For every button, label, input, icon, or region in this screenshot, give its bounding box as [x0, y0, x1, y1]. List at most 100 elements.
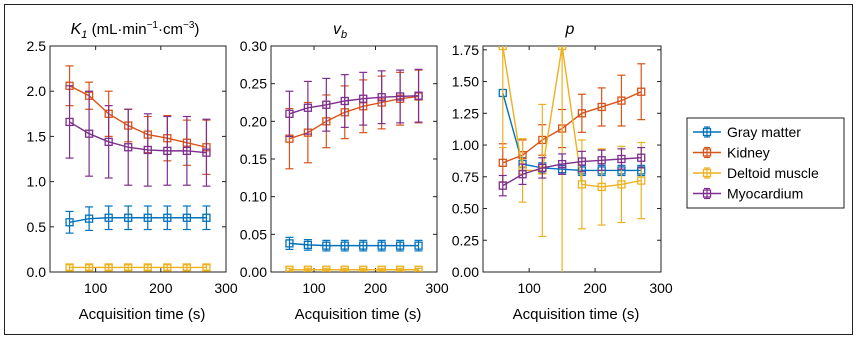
- data-point: [124, 143, 133, 152]
- data-point: [637, 87, 646, 96]
- series-myocardium: [285, 68, 423, 137]
- data-point: [163, 146, 172, 156]
- data-point: [377, 93, 386, 102]
- data-point: [538, 163, 547, 173]
- legend-entry: Kidney: [693, 145, 770, 161]
- data-point: [65, 218, 74, 227]
- x-tick-label: 100: [84, 280, 108, 296]
- data-point: [617, 154, 626, 164]
- data-point: [104, 137, 113, 146]
- legend-entry: Gray matter: [693, 124, 801, 140]
- data-point: [359, 94, 368, 103]
- y-tick-label: 0.25: [452, 232, 479, 248]
- legend-marker: [702, 189, 712, 198]
- plot-area: [498, 46, 646, 272]
- y-tick-label: 1.50: [452, 74, 479, 90]
- data-point: [597, 182, 606, 192]
- x-tick-label: 200: [583, 280, 607, 296]
- data-point: [124, 213, 133, 222]
- x-axis-label: Acquisition time (s): [79, 306, 206, 323]
- data-point: [518, 170, 527, 179]
- y-tick-label: 1.25: [452, 105, 479, 121]
- y-tick-label: 1.00: [452, 137, 479, 153]
- series-myocardium: [498, 146, 646, 197]
- data-point: [359, 265, 368, 272]
- legend-marker: [702, 168, 712, 178]
- data-point: [285, 109, 294, 118]
- x-tick-label: 300: [425, 280, 449, 296]
- series-kidney: [65, 65, 211, 175]
- data-point: [143, 263, 152, 272]
- legend-label: Kidney: [727, 145, 770, 161]
- data-point: [377, 241, 386, 250]
- data-point: [577, 109, 587, 118]
- data-point: [84, 263, 94, 272]
- y-tick-label: 0.75: [452, 169, 479, 185]
- data-point: [104, 263, 113, 272]
- series-deltoid-muscle: [498, 46, 646, 272]
- data-point: [163, 263, 172, 272]
- y-tick-label: 0.20: [240, 113, 267, 129]
- data-point: [303, 103, 313, 112]
- title-exponent: −1: [147, 20, 159, 31]
- x-axis-label: Acquisition time (s): [513, 306, 640, 323]
- legend-label: Myocardium: [727, 186, 803, 202]
- series-gray-matter: [285, 236, 423, 252]
- y-tick-label: 1.75: [452, 42, 479, 58]
- y-tick-label: 2.0: [27, 83, 47, 99]
- data-point: [617, 180, 626, 189]
- data-point: [322, 265, 331, 272]
- data-point: [303, 265, 313, 272]
- data-point: [377, 265, 386, 272]
- data-point: [104, 213, 113, 222]
- data-point: [143, 145, 152, 155]
- data-point: [637, 176, 646, 185]
- data-point: [359, 241, 368, 250]
- title-subscript: 1: [81, 29, 87, 41]
- series-deltoid-muscle: [285, 265, 423, 272]
- data-point: [65, 263, 74, 272]
- x-tick-label: 200: [149, 280, 173, 296]
- data-point: [577, 157, 587, 166]
- legend: Gray matter Kidney Deltoid muscle Myocardiu…: [686, 117, 845, 209]
- data-point: [617, 96, 626, 105]
- x-tick-label: 300: [214, 280, 238, 296]
- series-deltoid-muscle: [65, 263, 211, 272]
- data-point: [557, 159, 567, 169]
- axes-box: [482, 45, 662, 273]
- y-tick-label: 0.00: [452, 264, 479, 280]
- data-point: [498, 46, 507, 51]
- data-point: [285, 239, 294, 248]
- data-point: [340, 241, 349, 250]
- data-point: [202, 263, 211, 272]
- data-point: [395, 265, 405, 272]
- data-point: [143, 213, 152, 222]
- plot-area: [65, 65, 211, 272]
- y-tick-label: 2.5: [27, 38, 47, 54]
- title-unit-mid: ·cm: [158, 21, 183, 38]
- data-point: [395, 241, 405, 250]
- panel-3: 0.00 0.25 0.50 0.75 1.00 1.25 1.50 1.75 100 200 30…: [452, 21, 673, 323]
- data-point: [597, 102, 606, 112]
- y-tick-label: 0.5: [27, 219, 47, 235]
- title-subscript: b: [341, 29, 347, 41]
- data-point: [182, 263, 192, 272]
- y-tick-label: 1.0: [27, 174, 47, 190]
- y-tick-label: 0.00: [240, 264, 267, 280]
- y-tick-label: 0.25: [240, 76, 267, 92]
- y-tick-label: 0.0: [27, 264, 47, 280]
- data-point: [414, 241, 423, 250]
- data-point: [182, 213, 192, 222]
- y-tick-label: 0.10: [240, 189, 267, 205]
- data-point: [577, 180, 587, 189]
- data-point: [65, 117, 74, 127]
- data-point: [84, 214, 94, 223]
- data-point: [202, 148, 211, 157]
- data-point: [340, 265, 349, 272]
- panel-title: vb: [333, 21, 347, 41]
- title-unit-close: ): [194, 21, 199, 38]
- title-exponent: −3: [183, 20, 195, 31]
- x-axis-label: Acquisition time (s): [295, 306, 422, 323]
- data-point: [303, 240, 313, 250]
- series-gray-matter: [65, 205, 211, 234]
